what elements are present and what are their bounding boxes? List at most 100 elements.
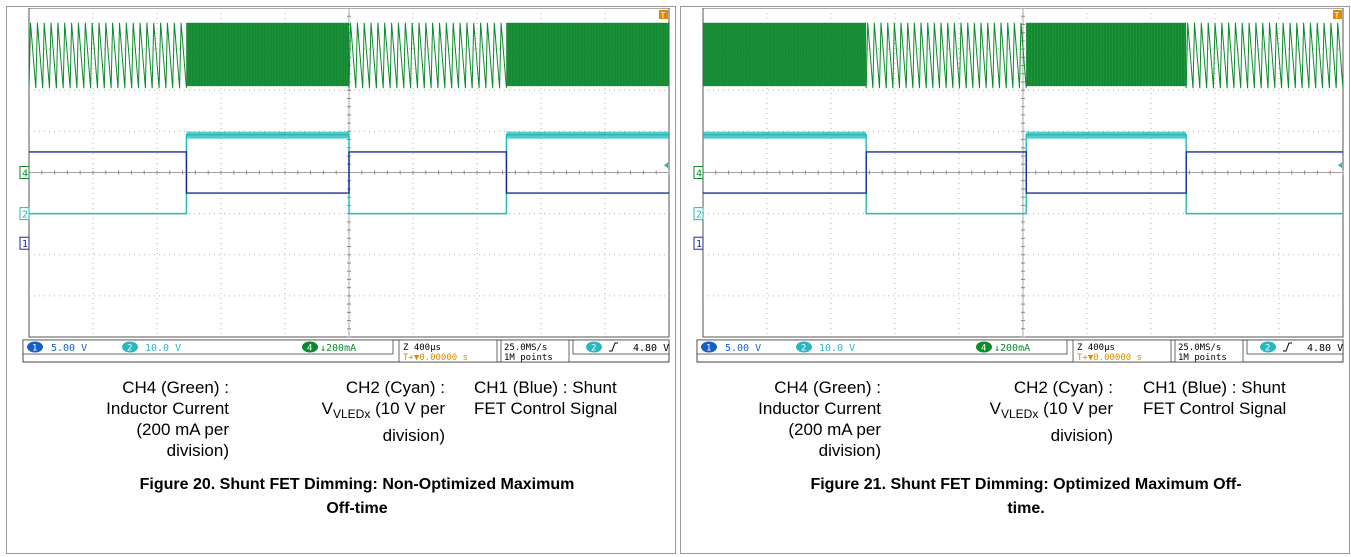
ch2-label-line2: VVLEDx (10 V per — [289, 398, 445, 425]
ch2-scale: 10.0 V — [145, 343, 181, 354]
rising-edge-icon — [609, 342, 618, 352]
ch4-scale: ↓200mA — [320, 343, 356, 354]
sample-rate: 25.0MS/s — [504, 343, 547, 353]
caption-line1: Figure 20. Shunt FET Dimming: Non-Optimi… — [139, 476, 575, 493]
ch2-label-v: V — [989, 399, 1001, 418]
ch1-label-line2: FET Control Signal — [474, 399, 618, 418]
ch4-marker: 4 — [22, 169, 28, 180]
ch4-scale: ↓200mA — [994, 343, 1030, 354]
trigger-offset: T+▼0.00000 s — [403, 353, 468, 363]
ch2-badge-number: 2 — [127, 344, 132, 354]
ch2-label-rest: (10 V per — [1038, 399, 1113, 418]
ch4-marker-box — [693, 166, 704, 179]
ch1-marker-box — [693, 236, 704, 250]
ch1-badge — [701, 341, 717, 353]
series-ch1-shunt-fet-control — [703, 151, 1343, 194]
trigger-channel-badge — [1260, 341, 1276, 353]
rising-edge-icon — [1283, 342, 1292, 352]
ch2-badge-number: 2 — [801, 344, 806, 354]
ch2-badge — [122, 341, 138, 353]
trigger-level-arrow — [1338, 162, 1342, 169]
ch4-badge-number: 4 — [981, 344, 986, 354]
ch2-badge — [796, 341, 812, 353]
ch1-badge-number: 1 — [32, 344, 37, 354]
trigger-marker-box — [1333, 10, 1342, 19]
ch4-badge-number: 4 — [307, 344, 312, 354]
ch4-label-line1: CH4 (Green) : — [122, 378, 229, 397]
timebase: Z 400µs — [1077, 343, 1115, 353]
ch1-marker: 1 — [22, 239, 28, 250]
ch2-label-rest: (10 V per — [370, 399, 445, 418]
ch2-marker-box — [19, 207, 30, 221]
record-length: 1M points — [1178, 353, 1227, 363]
trigger-channel-badge — [586, 341, 602, 353]
record-length: 1M points — [504, 353, 553, 363]
ch1-marker: 1 — [696, 239, 702, 250]
ch1-label-line2: FET Control Signal — [1143, 399, 1287, 418]
ch2-label-line1: CH2 (Cyan) : — [1013, 378, 1113, 397]
trigger-level-arrow — [664, 162, 668, 169]
ch4-highfreq-texture — [186, 22, 349, 87]
timebase: Z 400µs — [403, 343, 441, 353]
ch1-trace — [29, 151, 669, 194]
caption-line1: Figure 21. Shunt FET Dimming: Optimized … — [810, 476, 1242, 493]
caption-line2: Off-time — [326, 500, 388, 517]
ch2-label-sub: VLEDx — [1000, 407, 1039, 421]
trigger-offset: T+▼0.00000 s — [1077, 353, 1142, 363]
ch1-label: CH1 (Blue) : Shunt FET Control Signal — [1143, 377, 1343, 419]
trigger-level: 4.80 V — [1307, 343, 1343, 354]
ch4-highfreq-texture — [702, 22, 866, 87]
ch2-marker-box — [693, 207, 704, 221]
ch2-label-v: V — [321, 399, 333, 418]
ch4-label-line3: (200 mA per — [788, 420, 881, 439]
ch2-label-sub: VLEDx — [332, 407, 371, 421]
ch2-scale: 10.0 V — [819, 343, 855, 354]
trigger-channel: 2 — [591, 344, 596, 354]
ch2-label: CH2 (Cyan) : VVLEDx (10 V per division) — [289, 377, 445, 446]
ch1-label: CH1 (Blue) : Shunt FET Control Signal — [474, 377, 674, 419]
ch4-sawtooth — [865, 22, 1027, 89]
timebase-box — [398, 339, 498, 363]
ch2-label-line2: VVLEDx (10 V per — [957, 398, 1113, 425]
ch4-label-line4: division) — [166, 441, 229, 460]
ch4-label: CH4 (Green) : Inductor Current (200 mA p… — [81, 377, 229, 461]
ch1-scale: 5.00 V — [51, 343, 87, 354]
ch4-label: CH4 (Green) : Inductor Current (200 mA p… — [733, 377, 881, 461]
series-ch4-inductor-current — [702, 22, 1344, 89]
series-ch1-shunt-fet-control — [29, 151, 669, 194]
trigger-marker: T — [661, 11, 666, 20]
timebase-box — [1072, 339, 1172, 363]
ch2-label-line3: division) — [382, 426, 445, 445]
sample-rate: 25.0MS/s — [1178, 343, 1221, 353]
ch4-sawtooth — [348, 22, 507, 89]
ch2-label-line3: division) — [1050, 426, 1113, 445]
ch4-marker: 4 — [696, 169, 702, 180]
ch1-marker-box — [19, 236, 30, 250]
oscilloscope-screen-21: 4 2 1 T 1 5.00 V 2 10.0 V 4 ↓200mA Z 400µsT+▼0.000… — [693, 8, 1344, 363]
ch4-badge — [976, 341, 992, 353]
figure-20-caption: Figure 20. Shunt FET Dimming: Non-Optimi… — [47, 473, 667, 521]
trigger-marker: T — [1335, 11, 1340, 20]
ch4-label-line2: Inductor Current — [106, 399, 229, 418]
figure-20-panel: 4 2 1 T 1 5.00 V 2 10.0 V 4 ↓200mA Z 400µs T+▼0.000… — [6, 6, 676, 554]
figure-21-panel: 4 2 1 T 1 5.00 V 2 10.0 V 4 ↓200mA Z 400µs T+▼0.000… — [680, 6, 1350, 554]
ch1-badge — [27, 341, 43, 353]
ch4-label-line3: (200 mA per — [136, 420, 229, 439]
ch1-label-line1: CH1 (Blue) : Shunt — [1143, 378, 1286, 397]
ch4-label-line1: CH4 (Green) : — [774, 378, 881, 397]
ch2-label: CH2 (Cyan) : VVLEDx (10 V per division) — [957, 377, 1113, 446]
ch1-scale: 5.00 V — [725, 343, 761, 354]
ch4-highfreq-texture — [506, 22, 669, 87]
ch4-highfreq-band — [703, 22, 867, 87]
oscilloscope-screen-20: 4 2 1 T 1 5.00 V 2 10.0 V 4 ↓200mA Z 400µsT+▼0.000… — [19, 8, 670, 363]
figure-21-caption: Figure 21. Shunt FET Dimming: Optimized … — [721, 473, 1331, 521]
ch4-sawtooth — [28, 22, 187, 89]
sample-rate-box — [1174, 339, 1244, 363]
trigger-channel: 2 — [1265, 344, 1270, 354]
ch4-marker-box — [19, 166, 30, 179]
ch2-marker: 2 — [696, 210, 702, 221]
ch4-badge — [302, 341, 318, 353]
sample-rate-box — [500, 339, 570, 363]
series-ch4-inductor-current — [28, 22, 669, 89]
ch1-badge-number: 1 — [706, 344, 711, 354]
